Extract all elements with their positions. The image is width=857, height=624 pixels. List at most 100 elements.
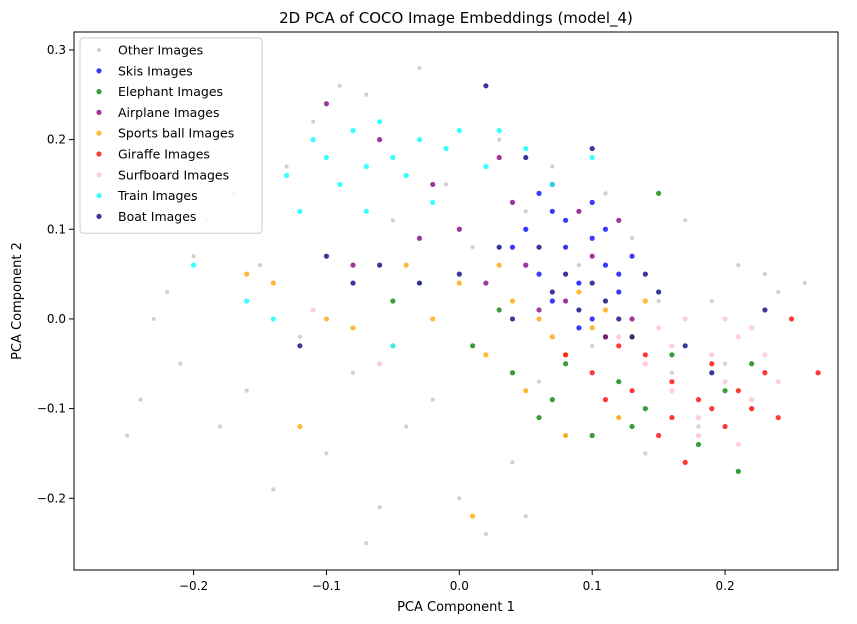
data-point [602, 397, 609, 403]
data-point [589, 280, 595, 286]
series-8 [297, 83, 768, 376]
data-point [602, 262, 609, 268]
data-point [497, 137, 502, 142]
data-point [523, 262, 529, 268]
data-point [669, 379, 675, 385]
data-point [642, 298, 648, 304]
data-point [736, 263, 741, 268]
data-point [696, 424, 701, 429]
data-point [656, 289, 662, 295]
data-point [390, 218, 395, 223]
legend-label: Sports ball Images [118, 126, 234, 141]
data-point [602, 307, 609, 313]
data-point [270, 280, 276, 286]
data-point [616, 316, 622, 322]
y-tick-label: 0.2 [47, 133, 66, 147]
data-point [762, 352, 768, 358]
y-tick-label: 0.1 [47, 222, 66, 236]
data-point [589, 235, 595, 241]
data-point [496, 128, 502, 134]
data-point [682, 343, 688, 349]
legend-label: Skis Images [118, 63, 193, 78]
data-point [337, 83, 342, 88]
data-point [589, 145, 595, 152]
legend-label: Giraffe Images [118, 147, 210, 162]
data-point [496, 154, 502, 161]
data-point [549, 289, 555, 295]
data-point [616, 289, 622, 295]
series-1 [509, 190, 635, 331]
data-point [669, 370, 675, 375]
data-point [656, 298, 661, 304]
data-point [470, 343, 476, 349]
data-point [470, 513, 476, 519]
data-point [722, 388, 728, 394]
data-point [297, 208, 303, 214]
data-point [815, 370, 821, 376]
data-point [297, 334, 302, 339]
data-point [350, 262, 356, 268]
data-point [510, 460, 515, 465]
data-point [536, 316, 542, 322]
data-point [709, 370, 715, 376]
data-point [470, 245, 475, 250]
chart-title: 2D PCA of COCO Image Embeddings (model_4… [279, 9, 633, 28]
data-point [735, 334, 741, 340]
legend-marker [96, 151, 102, 157]
data-point [563, 217, 569, 223]
data-point [496, 244, 502, 250]
data-point [350, 128, 356, 134]
data-point [257, 263, 263, 268]
data-point [589, 432, 595, 439]
x-tick-label: 0.2 [716, 579, 735, 593]
data-point [323, 316, 330, 322]
data-point [550, 164, 555, 169]
data-point [311, 119, 316, 124]
data-point [576, 208, 582, 214]
data-point [390, 298, 396, 304]
data-point [590, 343, 595, 348]
legend-label: Other Images [118, 43, 203, 58]
data-point [443, 145, 449, 152]
data-point [669, 388, 675, 394]
data-point [323, 154, 330, 161]
data-point [483, 280, 489, 286]
data-point [324, 451, 329, 456]
y-tick-label: −0.1 [37, 402, 66, 416]
data-point [377, 262, 383, 268]
data-point [430, 199, 436, 205]
data-point [682, 316, 688, 322]
data-point [616, 414, 622, 421]
data-point [616, 343, 622, 349]
data-point [669, 343, 675, 349]
data-point [603, 191, 608, 196]
data-point [443, 182, 449, 187]
data-point [642, 352, 648, 358]
data-point [363, 163, 369, 170]
data-point [616, 379, 622, 385]
legend: Other Images Skis Images Elephant Images Ai… [79, 37, 263, 234]
data-point [244, 298, 250, 304]
data-point [218, 424, 223, 429]
data-point [682, 459, 688, 465]
series-4 [244, 262, 648, 519]
data-point [629, 423, 635, 430]
data-point [642, 361, 648, 367]
data-point [683, 218, 688, 223]
data-point [125, 433, 130, 438]
data-point [509, 244, 516, 250]
data-point [417, 65, 422, 70]
data-point [483, 352, 489, 358]
data-point [656, 432, 662, 439]
data-point [496, 307, 502, 313]
legend-label: Boat Images [118, 209, 196, 224]
data-point [549, 208, 555, 214]
data-point [589, 316, 595, 322]
data-point [695, 432, 702, 439]
legend-marker [96, 47, 102, 53]
data-point [509, 298, 516, 304]
data-point [616, 217, 622, 223]
data-point [762, 370, 768, 376]
data-point [377, 137, 383, 143]
data-point [589, 199, 595, 205]
